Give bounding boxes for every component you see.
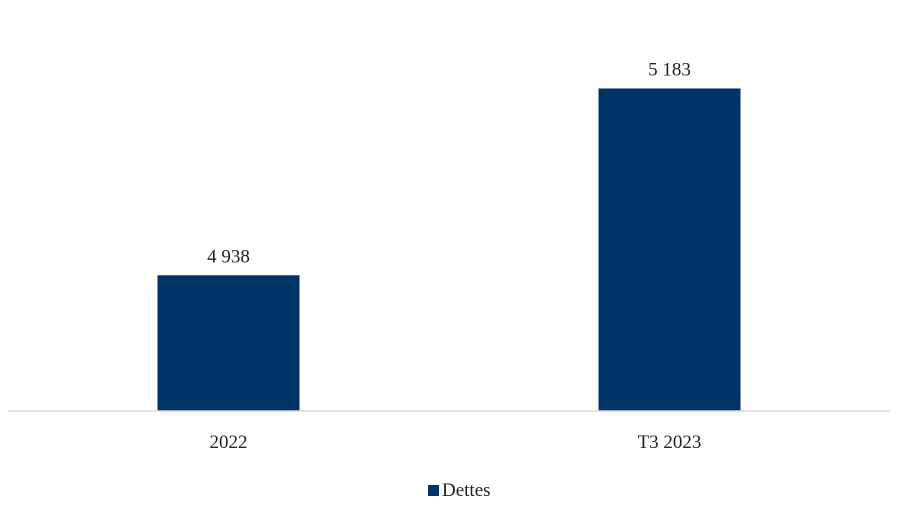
bars-group	[157, 88, 741, 412]
x-tick-labels-group: 2022 T3 2023	[210, 432, 702, 453]
legend-swatch	[428, 485, 439, 496]
data-label-2022: 4 938	[207, 246, 250, 267]
legend-label-dettes: Dettes	[442, 480, 491, 501]
data-labels-group: 4 938 5 183	[207, 59, 691, 267]
bar-2022	[157, 275, 300, 411]
x-tick-label-2022: 2022	[210, 432, 248, 453]
x-tick-label-t3-2023: T3 2023	[638, 432, 702, 453]
data-label-t3-2023: 5 183	[648, 59, 691, 80]
legend: Dettes	[428, 480, 491, 501]
bar-t3-2023	[598, 88, 741, 412]
